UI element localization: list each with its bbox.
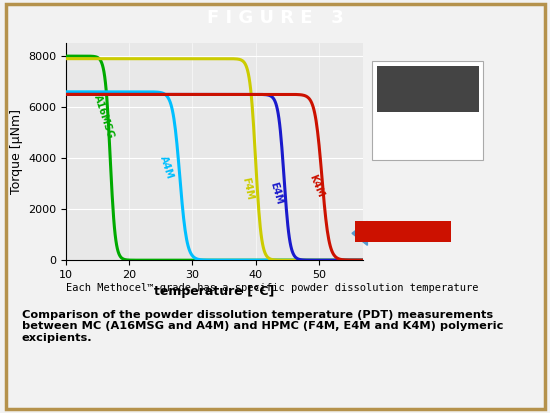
Text: Cooling down
with 1 °C / min: Cooling down with 1 °C / min xyxy=(365,222,440,241)
Text: K4M: K4M xyxy=(307,173,326,198)
Text: A4M: A4M xyxy=(158,155,174,180)
Text: F4M: F4M xyxy=(240,176,254,201)
Text: Start of the
Measurement
(Suspension in
hot water): Start of the Measurement (Suspension in … xyxy=(397,114,459,154)
Text: A16MSG: A16MSG xyxy=(92,93,116,140)
Text: F I G U R E   3: F I G U R E 3 xyxy=(207,9,343,26)
Text: Comparison of the powder dissolution temperature (PDT) measurements
between MC (: Comparison of the powder dissolution tem… xyxy=(22,310,503,343)
Text: Each Methocel™ grade has a specific powder dissolution temperature: Each Methocel™ grade has a specific powd… xyxy=(66,283,478,293)
Text: E4M: E4M xyxy=(268,181,284,206)
Y-axis label: Torque [µNm]: Torque [µNm] xyxy=(9,109,23,194)
X-axis label: temperature [°C]: temperature [°C] xyxy=(155,285,274,299)
